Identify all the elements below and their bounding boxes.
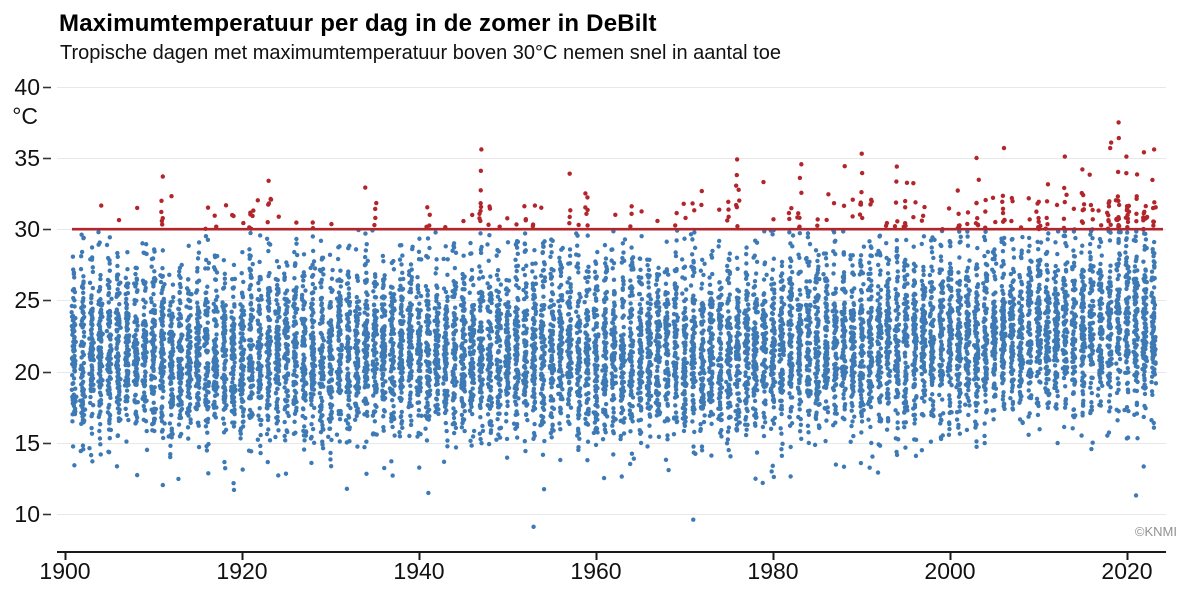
y-tick-label-40: 40 — [14, 74, 40, 100]
chart-title: Maximumtemperatuur per dag in de zomer i… — [59, 10, 657, 37]
y-tick-label-35: 35 — [14, 145, 40, 171]
chart-subtitle: Tropische dagen met maximumtemperatuur b… — [60, 42, 781, 64]
y-tick-label-15: 15 — [14, 430, 40, 456]
x-tick-label-1960: 1960 — [570, 558, 622, 584]
x-tick-label-2020: 2020 — [1101, 558, 1153, 584]
x-tick-label-1980: 1980 — [747, 558, 799, 584]
x-tick-label-2000: 2000 — [924, 558, 976, 584]
x-tick-label-1920: 1920 — [216, 558, 268, 584]
y-tick-label-25: 25 — [14, 287, 40, 313]
y-axis-unit-label: °C — [12, 103, 38, 129]
x-tick-label-1900: 1900 — [39, 558, 91, 584]
x-tick-label-1940: 1940 — [393, 558, 445, 584]
y-tick-label-10: 10 — [14, 501, 40, 527]
knmi-watermark: ©KNMI — [1134, 524, 1177, 539]
y-tick-label-30: 30 — [14, 216, 40, 242]
y-tick-label-20: 20 — [14, 359, 40, 385]
